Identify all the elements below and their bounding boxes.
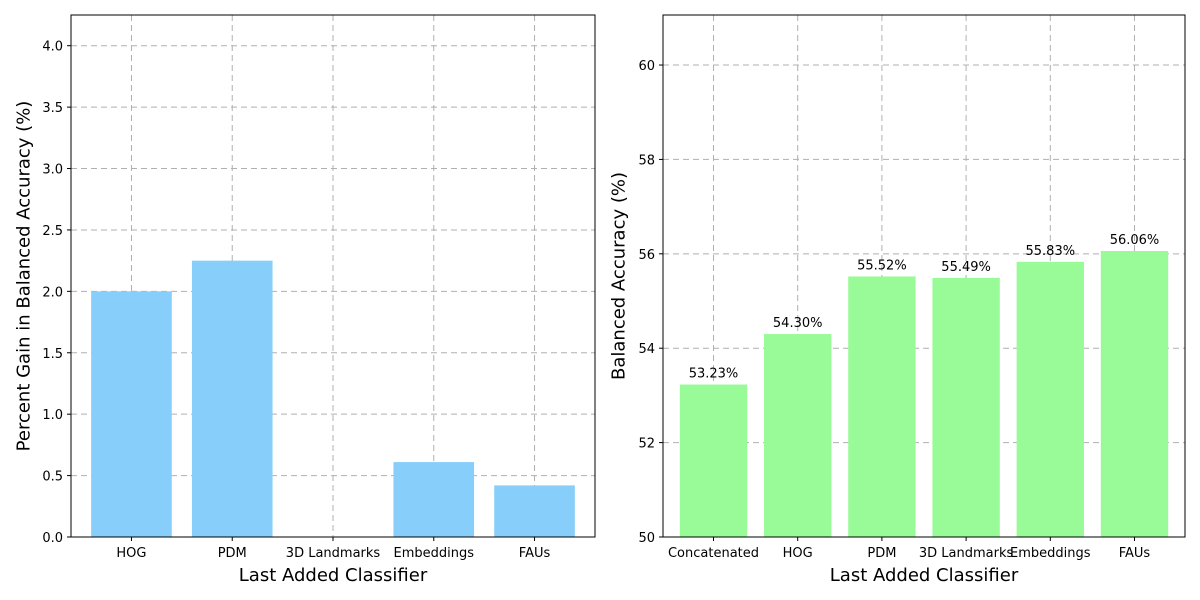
x-tick-label: FAUs <box>1119 546 1151 561</box>
data-label: 54.30% <box>773 316 823 331</box>
x-tick-label: HOG <box>783 546 813 561</box>
y-tick-label: 0.0 <box>42 531 63 546</box>
y-tick-label: 0.5 <box>42 470 63 485</box>
y-tick-label: 3.0 <box>42 163 63 178</box>
y-tick-label: 4.0 <box>42 40 63 55</box>
bar <box>848 276 916 537</box>
x-tick-label: PDM <box>867 546 896 561</box>
data-label: 56.06% <box>1110 233 1160 248</box>
y-tick-label: 60 <box>638 59 655 74</box>
data-label: 55.83% <box>1026 244 1076 259</box>
bar <box>932 277 1000 537</box>
bar <box>393 462 475 537</box>
y-axis-title: Percent Gain in Balanced Accuracy (%) <box>14 101 35 452</box>
plot-frame <box>70 14 596 538</box>
y-tick-label: 52 <box>638 437 655 452</box>
right-chart: 50 52 54 56 58 60 53.23% 54.30% 55.52% 55.49% 55.8… <box>609 14 1186 586</box>
x-axis-title: Last Added Classifier <box>830 565 1019 586</box>
y-tick-label: 50 <box>638 531 655 546</box>
y-tick-label: 3.5 <box>42 101 63 116</box>
bar <box>679 384 748 537</box>
y-tick-label: 1.5 <box>42 347 63 362</box>
x-tick-label: FAUs <box>519 546 551 561</box>
y-tick-label: 2.5 <box>42 224 63 239</box>
data-label: 55.49% <box>941 260 991 275</box>
x-tick-label: Concatenated <box>668 546 759 561</box>
y-tick-label: 2.0 <box>42 285 63 300</box>
y-axis-title: Balanced Accuracy (%) <box>609 172 630 380</box>
x-tick-label: 3D Landmarks <box>286 546 381 561</box>
x-axis-title: Last Added Classifier <box>239 565 428 586</box>
bar <box>91 291 172 537</box>
y-tick-label: 58 <box>638 153 655 168</box>
x-tick-label: Embeddings <box>1010 546 1091 561</box>
x-tick-label: 3D Landmarks <box>919 546 1014 561</box>
left-chart: 0.0 0.5 1.0 1.5 2.0 2.5 3.0 3.5 4.0 HOG PDM 3D Land… <box>14 14 596 586</box>
data-label: 55.52% <box>857 258 907 273</box>
plot-frame <box>662 14 1186 538</box>
bar <box>764 334 832 537</box>
bar <box>494 485 575 537</box>
x-tick-label: PDM <box>218 546 247 561</box>
data-label: 53.23% <box>689 367 739 382</box>
x-tick-label: HOG <box>116 546 146 561</box>
y-tick-label: 54 <box>638 342 655 357</box>
x-tick-label: Embeddings <box>394 546 475 561</box>
y-tick-label: 1.0 <box>42 408 63 423</box>
y-tick-label: 56 <box>638 248 655 263</box>
bar <box>191 260 273 537</box>
bar <box>1016 261 1084 537</box>
bar <box>1100 250 1169 537</box>
